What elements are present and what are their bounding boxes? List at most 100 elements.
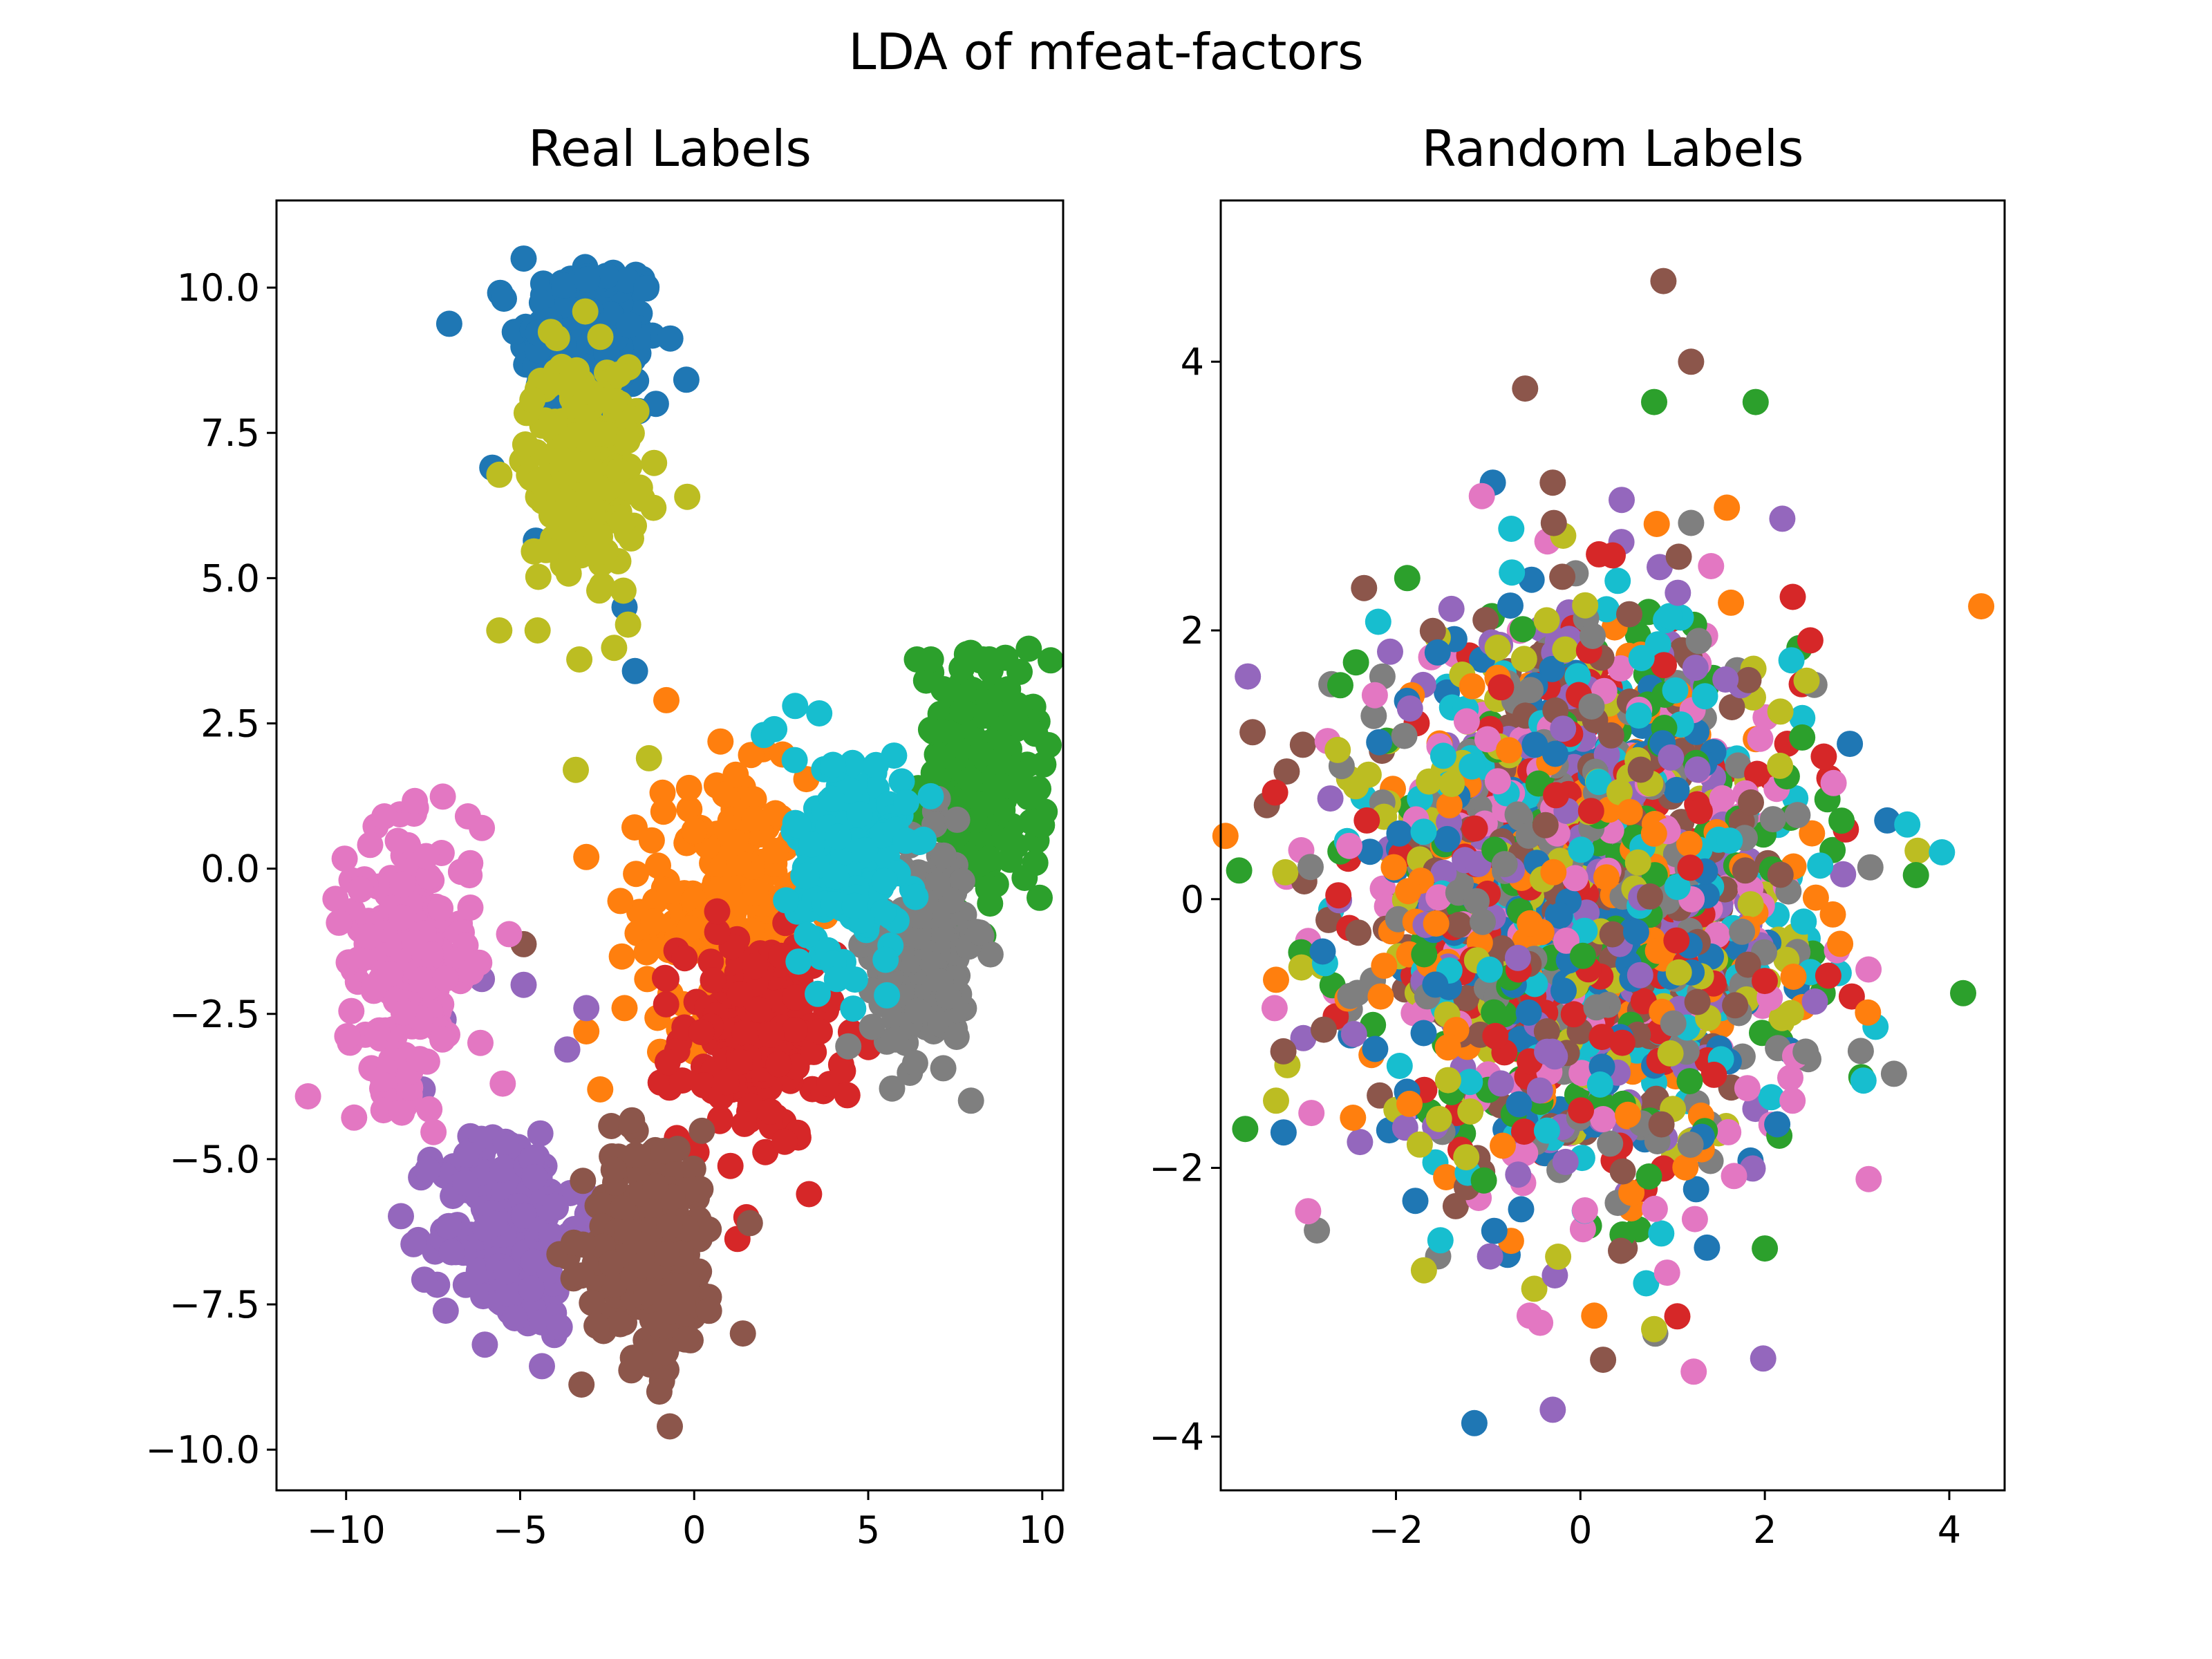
scatter-point-class-1 <box>1799 820 1826 847</box>
scatter-point-class-3 <box>1262 779 1288 806</box>
scatter-point-class-5 <box>622 1142 648 1169</box>
scatter-point-class-4 <box>411 1266 438 1293</box>
scatter-point-class-6 <box>377 961 404 987</box>
scatter-point-class-1 <box>611 995 638 1022</box>
scatter-point-class-9 <box>893 789 919 816</box>
scatter-point-class-2 <box>1828 807 1855 834</box>
scatter-point-class-6 <box>1553 927 1580 954</box>
scatter-point-class-5 <box>568 1371 595 1398</box>
axes-frame-real <box>275 199 1065 1492</box>
y-tick-label: −10.0 <box>146 1428 260 1472</box>
subplot-random-labels: Random Labels −2 0 2 4 4 2 0 −2 −4 <box>1149 120 2006 1552</box>
scatter-point-class-5 <box>1608 1237 1634 1264</box>
scatter-point-class-5 <box>1533 1018 1560 1044</box>
scatter-point-class-3 <box>1752 968 1778 995</box>
scatter-point-class-4 <box>1830 861 1857 888</box>
scatter-point-class-0 <box>1546 902 1573 929</box>
scatter-point-class-6 <box>1527 1309 1554 1336</box>
scatter-point-class-3 <box>704 898 731 925</box>
scatter-point-class-5 <box>736 1210 763 1237</box>
scatter-point-class-4 <box>1526 1077 1553 1104</box>
scatter-point-class-1 <box>1496 737 1522 764</box>
scatter-point-class-0 <box>529 270 556 297</box>
scatter-point-class-8 <box>601 635 628 662</box>
scatter-point-class-3 <box>830 1058 856 1085</box>
scatter-point-class-3 <box>653 991 679 1018</box>
scatter-point-class-5 <box>570 1168 597 1194</box>
scatter-point-class-6 <box>1607 655 1634 682</box>
scatter-point-class-6 <box>406 1046 433 1073</box>
scatter-point-class-0 <box>1497 592 1524 619</box>
scatter-point-class-9 <box>782 693 809 720</box>
scatter-point-class-0 <box>1683 1176 1709 1203</box>
scatter-point-class-4 <box>1801 988 1828 1015</box>
scatter-point-class-0 <box>1518 566 1545 593</box>
scatter-point-class-3 <box>654 1049 681 1076</box>
scatter-point-class-9 <box>1929 839 1956 865</box>
scatter-point-class-8 <box>1657 1040 1684 1067</box>
scatter-point-class-1 <box>573 1018 600 1044</box>
scatter-point-class-5 <box>1345 919 1372 946</box>
scatter-point-class-6 <box>429 1026 456 1053</box>
scatter-point-class-4 <box>527 1120 554 1147</box>
scatter-point-class-8 <box>606 458 632 485</box>
scatter-point-class-0 <box>1366 729 1393 756</box>
scatter-point-class-6 <box>496 921 523 948</box>
scatter-point-class-9 <box>840 995 867 1022</box>
scatter-point-class-9 <box>793 863 820 890</box>
scatter-point-class-4 <box>1684 756 1711 783</box>
scatter-point-class-5 <box>1315 906 1342 933</box>
scatter-point-class-1 <box>1819 901 1846 928</box>
scatter-point-class-0 <box>1481 1217 1508 1244</box>
scatter-point-class-4 <box>493 1258 520 1285</box>
scatter-point-class-5 <box>1734 951 1761 978</box>
scatter-point-class-9 <box>818 785 845 812</box>
scatter-point-class-9 <box>825 823 852 850</box>
scatter-point-class-3 <box>757 1098 784 1125</box>
scatter-point-class-3 <box>688 1019 715 1046</box>
scatter-point-class-9 <box>785 948 812 975</box>
x-tick-label: 0 <box>682 1508 706 1552</box>
scatter-point-class-6 <box>1747 725 1774 752</box>
scatter-point-class-8 <box>1434 1067 1461 1094</box>
scatter-point-class-0 <box>615 312 642 339</box>
scatter-point-class-6 <box>1484 768 1511 795</box>
scatter-point-class-6 <box>458 959 485 986</box>
scatter-point-class-9 <box>888 768 915 795</box>
scatter-point-class-3 <box>1700 1061 1727 1088</box>
scatter-point-class-3 <box>1779 583 1806 610</box>
scatter-point-class-4 <box>492 1128 519 1155</box>
scatter-point-class-4 <box>438 1239 465 1266</box>
scatter-point-class-1 <box>681 818 708 845</box>
scatter-point-class-7 <box>1678 509 1705 536</box>
scatter-point-class-5 <box>598 1113 625 1139</box>
axes-frame-random <box>1219 199 2006 1492</box>
scatter-point-class-9 <box>1789 704 1816 731</box>
scatter-point-class-4 <box>510 1202 537 1229</box>
scatter-point-class-9 <box>1586 1071 1613 1098</box>
scatter-point-class-7 <box>966 919 993 946</box>
scatter-point-class-9 <box>1807 852 1834 879</box>
scatter-point-class-6 <box>371 803 398 830</box>
scatter-point-class-3 <box>1744 760 1771 787</box>
scatter-point-class-5 <box>633 1280 660 1306</box>
scatter-point-class-6 <box>341 1104 368 1131</box>
scatter-point-class-7 <box>935 983 962 1010</box>
scatter-point-class-5 <box>615 1218 641 1245</box>
scatter-point-class-6 <box>1336 832 1362 859</box>
scatter-point-class-3 <box>727 981 753 1008</box>
scatter-point-class-0 <box>1424 639 1451 666</box>
scatter-point-class-3 <box>1588 1024 1615 1051</box>
scatter-point-class-3 <box>726 1049 753 1076</box>
scatter-point-class-6 <box>427 895 454 921</box>
scatter-point-class-8 <box>674 483 701 510</box>
scatter-point-class-1 <box>1434 1034 1461 1061</box>
scatter-point-class-8 <box>1416 768 1443 795</box>
scatter-point-class-8 <box>548 446 575 473</box>
y-tick-label: 0 <box>1181 878 1204 921</box>
scatter-point-class-9 <box>902 883 929 910</box>
scatter-point-class-4 <box>1438 595 1465 622</box>
scatter-point-class-5 <box>1735 666 1762 693</box>
scatter-point-class-1 <box>1618 1179 1645 1206</box>
scatter-point-class-1 <box>1490 1132 1516 1159</box>
